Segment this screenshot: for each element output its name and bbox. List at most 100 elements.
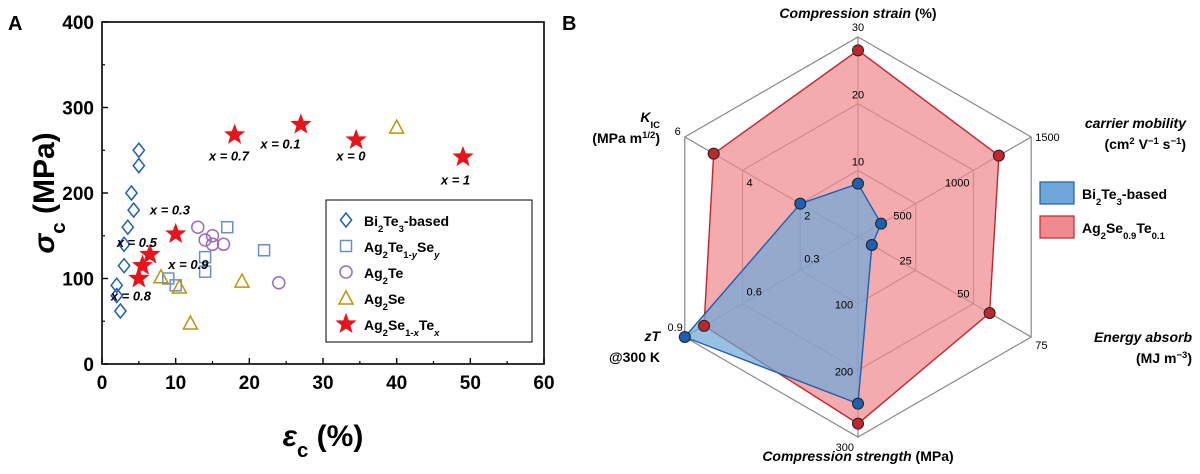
radar-axis-title: (cm2 V−1 s−1) (1104, 136, 1186, 153)
radar-point (698, 319, 711, 332)
data-point-diamond (132, 157, 146, 174)
data-point-diamond (113, 302, 127, 320)
data-point-square (220, 220, 234, 234)
data-point-circle (272, 276, 286, 290)
y-tick-label: 0 (83, 355, 94, 376)
data-point-star (139, 243, 161, 264)
data-point-triangle (233, 272, 251, 288)
data-point-triangle (388, 118, 405, 134)
data-point-diamond (121, 218, 135, 236)
radar-axis-title: Compression strength (MPa) (762, 448, 953, 464)
radar-point (794, 197, 807, 210)
radar-tick-label: 50 (957, 289, 969, 301)
annotation-label: x = 1 (440, 172, 470, 187)
radar-tick-label: 30 (852, 22, 864, 34)
radar-tick-label: 2 (804, 211, 810, 223)
radar-point (875, 217, 888, 230)
legend-swatch (1039, 181, 1075, 205)
annotation-label: x = 0.8 (110, 289, 152, 304)
y-tick-label: 400 (62, 13, 94, 34)
data-point-square (169, 279, 182, 292)
radar-point (983, 307, 996, 319)
legend-swatch (1039, 215, 1075, 239)
data-point-triangle (152, 268, 170, 284)
legend-label: Bi2Te3-based (364, 213, 449, 235)
radar-point (865, 239, 878, 251)
data-point-star (131, 254, 154, 275)
radar-point (992, 149, 1005, 162)
radar-tick-label: 100 (835, 300, 853, 312)
x-tick-label: 0 (97, 373, 108, 394)
data-point-circle (191, 220, 205, 234)
legend-label: Ag2Te (364, 265, 403, 287)
radar-tick-label: 0.6 (747, 287, 762, 299)
radar-tick-label: 300 (836, 442, 854, 454)
x-tick-label: 20 (239, 373, 260, 394)
data-point-diamond (124, 184, 139, 202)
annotation-label: x = 0.1 (259, 137, 300, 152)
legend-marker (337, 289, 355, 305)
data-point-diamond (110, 277, 124, 294)
data-point-square (257, 244, 271, 257)
radar-tick-label: 1500 (1035, 132, 1059, 144)
radar-tick-label: 10 (852, 156, 864, 168)
legend-label: Ag2Se0.9Te0.1 (1082, 220, 1166, 242)
series-Ag2Te1-ySey (162, 220, 271, 292)
radar-point (707, 147, 720, 160)
radar-axis-title: zT (643, 328, 661, 344)
radar-tick-label: 0.3 (804, 253, 819, 265)
legend-marker (339, 211, 353, 229)
series-Bi2Te3-based (110, 142, 146, 320)
data-point-star (128, 267, 150, 288)
data-point-diamond (110, 287, 124, 304)
radar-tick-label: 25 (899, 255, 911, 267)
x-tick-label: 50 (460, 373, 481, 394)
radar-axis-title: (MPa m1/2) (592, 130, 660, 147)
data-point-circle (205, 237, 220, 252)
data-point-circle (198, 233, 212, 247)
data-point-square (198, 265, 212, 278)
data-point-star (165, 222, 187, 244)
legend-marker (335, 312, 357, 334)
radar-axis-title: (MJ m−3) (1136, 350, 1192, 367)
legend-marker (339, 265, 353, 279)
annotation-label: x = 0.7 (208, 149, 250, 164)
series-Ag2Te (191, 220, 286, 290)
data-point-triangle (182, 314, 199, 330)
legend-marker (339, 239, 353, 253)
radar-point (852, 44, 864, 57)
annotation-label: x = 0.3 (149, 202, 191, 217)
x-tick-label: 40 (386, 373, 407, 394)
radar-point (852, 397, 864, 410)
series-Ag2Se1-xTex (128, 113, 474, 288)
legend-label: Ag2Se1-xTex (364, 317, 440, 339)
data-point-diamond (117, 257, 131, 274)
radar-point (852, 417, 864, 430)
legend-label: Ag2Te1-ySey (364, 239, 440, 261)
radar-tick-label: 200 (835, 366, 853, 378)
radar-point (678, 331, 691, 343)
radar-axis-title: @300 K (609, 349, 660, 365)
radar-axis-title: KIC (640, 109, 660, 131)
annotation-label: x = 0 (335, 149, 366, 164)
data-point-square (162, 272, 175, 285)
radar-tick-label: 0.9 (667, 322, 682, 334)
radar-tick-label: 1000 (945, 177, 969, 189)
x-tick-label: 60 (533, 373, 554, 394)
data-point-circle (216, 237, 231, 252)
data-point-circle (205, 229, 220, 243)
data-point-star (290, 113, 312, 134)
data-point-star (345, 128, 367, 150)
y-tick-label: 200 (62, 184, 94, 205)
panel-a-label: A (8, 13, 22, 35)
data-point-triangle (171, 278, 188, 294)
y-axis-title: σc (MPa) (28, 132, 70, 253)
scatter-chart: 0 10 20 30 40 50 60 0 100 200 300 400 εc (%) σc (MPa)… (28, 13, 555, 462)
x-tick-label: 10 (165, 373, 186, 394)
radar-tick-label: 6 (675, 126, 681, 138)
series-Ag2Se (152, 118, 405, 330)
annotation-label: x = 0.9 (167, 257, 209, 272)
data-point-diamond (117, 236, 131, 253)
data-point-square (198, 250, 212, 264)
